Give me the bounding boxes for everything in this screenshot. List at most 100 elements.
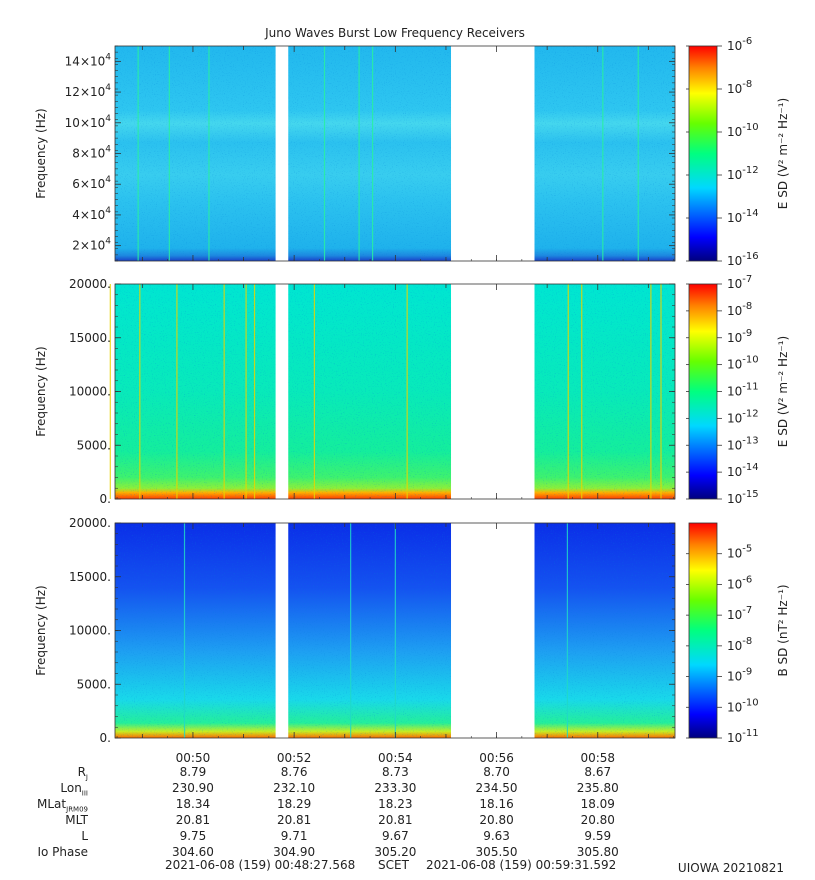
- colorbar-tick-label: 10-14: [727, 208, 759, 225]
- ephemeris-value: 8.67: [584, 765, 612, 779]
- ephemeris-value: 8.79: [179, 765, 207, 779]
- ephemeris-value: 18.34: [175, 797, 211, 811]
- data-gap: [275, 522, 289, 739]
- spectrogram-noise: [115, 284, 675, 499]
- data-gap: [451, 45, 535, 262]
- y-tick-label: 10×104: [65, 114, 112, 130]
- ephemeris-value: 235.80: [576, 781, 619, 795]
- ephemeris-value: 230.90: [171, 781, 214, 795]
- ephemeris-value: 233.30: [374, 781, 417, 795]
- colorbar: [688, 522, 718, 739]
- ephemeris-value: 18.29: [276, 797, 312, 811]
- x-tick-label: 00:54: [378, 751, 413, 765]
- colorbar-tick-label: 10-13: [727, 435, 759, 452]
- colorbar-tick-label: 10-14: [727, 462, 759, 479]
- colorbar-tick-label: 10-11: [727, 728, 759, 745]
- ephemeris-value: 8.73: [381, 765, 409, 779]
- colorbar-tick-label: 10-15: [727, 489, 759, 506]
- data-gap: [275, 283, 289, 500]
- data-gap: [451, 283, 535, 500]
- ephemeris-value: 9.75: [179, 829, 207, 843]
- ephemeris-row-label: LonIII: [60, 781, 88, 798]
- ephemeris-value: 232.10: [273, 781, 316, 795]
- spectrogram-panel-2: 0. 5000. 10000. 15000. 20000. Frequency (Hz) 1…: [34, 274, 790, 506]
- ephemeris-value: 20.81: [378, 813, 413, 827]
- y-tick-label: 20000.: [69, 516, 111, 530]
- x-tick-label: 00:58: [580, 751, 615, 765]
- colorbar-tick-label: 10-7: [727, 274, 752, 291]
- ephemeris-value: 18.23: [378, 797, 413, 811]
- y-tick-label: 4×104: [72, 206, 111, 222]
- colorbar-tick-label: 10-7: [727, 605, 752, 622]
- colorbar-label: B SD (nT² Hz⁻¹): [776, 584, 790, 676]
- colorbar-tick-label: 10-8: [727, 301, 752, 318]
- colorbar-tick-label: 10-5: [727, 544, 752, 561]
- spectrogram-panel-3: 0. 5000. 10000. 15000. 20000. Frequency (Hz) 1…: [34, 516, 790, 745]
- colorbar-tick-label: 10-8: [727, 636, 752, 653]
- x-tick-label: 00:52: [277, 751, 312, 765]
- chart-title: Juno Waves Burst Low Frequency Receivers: [264, 26, 525, 40]
- ephemeris-value: 20.80: [580, 813, 615, 827]
- ephemeris-value: 8.70: [483, 765, 510, 779]
- ephemeris-value: 18.16: [479, 797, 514, 811]
- colorbar-tick-label: 10-9: [727, 667, 752, 684]
- y-tick-label: 15000.: [69, 570, 111, 584]
- y-axis-label: Frequency (Hz): [34, 346, 48, 437]
- scet-label: SCET: [378, 858, 409, 872]
- y-tick-label: 10000.: [69, 624, 111, 638]
- colorbar-tick-label: 10-10: [727, 355, 759, 372]
- ephemeris-row-label: L: [81, 829, 88, 843]
- colorbar-tick-label: 10-8: [727, 79, 752, 96]
- spectrogram-panel-1: 2×104 4×104 6×104 8×104 10×104 12×104 14×104 Fr…: [34, 36, 790, 268]
- start-time: 2021-06-08 (159) 00:48:27.568: [165, 858, 356, 872]
- y-tick-label: 12×104: [65, 83, 112, 99]
- ephemeris-value: 304.60: [171, 845, 214, 859]
- ephemeris-value: 9.67: [381, 829, 409, 843]
- colorbar-tick-label: 10-12: [727, 165, 759, 182]
- x-tick-label: 00:50: [176, 751, 211, 765]
- ephemeris-value: 305.50: [475, 845, 518, 859]
- colorbar-tick-label: 10-6: [727, 36, 752, 53]
- colorbar-tick-label: 10-10: [727, 697, 759, 714]
- ephemeris-value: 20.80: [479, 813, 514, 827]
- colorbar-tick-label: 10-12: [727, 408, 759, 425]
- ephemeris-row-label: MLatJRM09: [37, 797, 88, 814]
- data-gap: [451, 522, 535, 739]
- colorbar-label: E SD (V² m⁻² Hz⁻¹): [776, 336, 790, 447]
- data-gap: [275, 45, 289, 262]
- y-tick-label: 5000.: [77, 438, 111, 452]
- y-axis-label: Frequency (Hz): [34, 108, 48, 199]
- y-tick-label: 0.: [100, 492, 111, 506]
- end-time: 2021-06-08 (159) 00:59:31.592: [426, 858, 617, 872]
- ephemeris-value: 305.20: [374, 845, 417, 859]
- y-tick-label: 10000.: [69, 385, 111, 399]
- ephemeris-value: 305.80: [576, 845, 619, 859]
- colorbar-tick-label: 10-6: [727, 574, 752, 591]
- y-tick-label: 20000.: [69, 277, 111, 291]
- colorbar-tick-label: 10-16: [727, 251, 759, 268]
- credit-label: UIOWA 20210821: [678, 861, 784, 875]
- ephemeris-value: 304.90: [273, 845, 316, 859]
- ephemeris-value: 234.50: [475, 781, 518, 795]
- colorbar-tick-label: 10-9: [727, 328, 752, 345]
- ephemeris-row-label: MLT: [65, 813, 88, 827]
- colorbar-tick-label: 10-11: [727, 382, 759, 399]
- y-axis-label: Frequency (Hz): [34, 585, 48, 676]
- ephemeris-value: 9.59: [584, 829, 612, 843]
- ephemeris-row-label: RJ: [77, 765, 88, 782]
- ephemeris-value: 9.71: [280, 829, 308, 843]
- spectrogram-noise: [115, 46, 675, 261]
- x-tick-label: 00:56: [479, 751, 514, 765]
- y-tick-label: 0.: [100, 731, 111, 745]
- colorbar-label: E SD (V² m⁻² Hz⁻¹): [776, 98, 790, 209]
- colorbar: [688, 283, 718, 500]
- y-tick-label: 8×104: [72, 145, 111, 161]
- ephemeris-value: 8.76: [280, 765, 308, 779]
- colorbar-tick-label: 10-10: [727, 122, 759, 139]
- colorbar: [688, 45, 718, 262]
- y-tick-label: 2×104: [72, 237, 111, 253]
- y-tick-label: 5000.: [77, 677, 111, 691]
- ephemeris-value: 20.81: [175, 813, 211, 827]
- ephemeris-value: 18.09: [580, 797, 615, 811]
